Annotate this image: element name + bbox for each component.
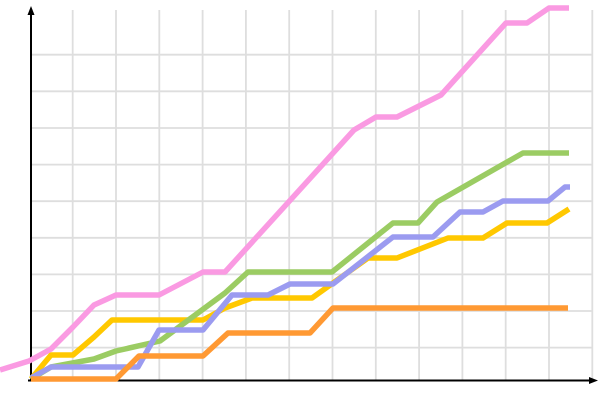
series-green-line [29,150,569,382]
series-pink-line [0,5,569,373]
y-axis-arrow-icon [27,6,35,15]
series-blue-line [29,184,570,381]
x-axis-arrow-icon [589,377,598,384]
series-yellow-line [28,206,571,381]
series-orange-line [31,305,568,382]
